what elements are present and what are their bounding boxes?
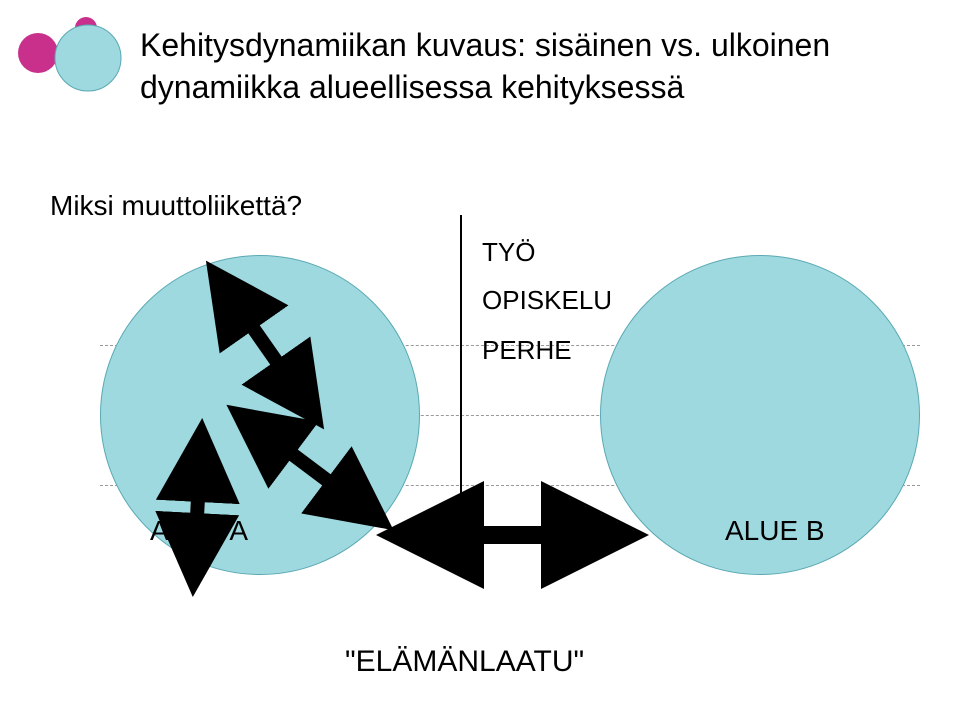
region-b-label: ALUE B [725, 515, 825, 547]
internal-arrow-3 [260, 430, 360, 505]
page-title: Kehitysdynamiikan kuvaus: sisäinen vs. u… [140, 25, 940, 108]
logo-dot-3 [55, 25, 121, 91]
logo-dot-1 [18, 33, 58, 73]
region-a-label: ALUE A [150, 515, 248, 547]
diagram: TYÖ OPISKELU PERHE ALUE A ALUE B "ELÄMÄN… [0, 225, 960, 725]
sub-question: Miksi muuttoliikettä? [50, 190, 302, 222]
logo [8, 8, 138, 98]
quality-of-life-label: "ELÄMÄNLAATU" [345, 645, 584, 679]
internal-arrow-1 [230, 295, 300, 395]
